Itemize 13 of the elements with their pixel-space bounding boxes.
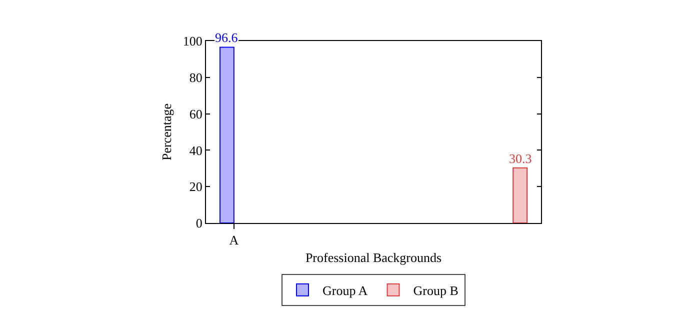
- x-axis-title: Professional Backgrounds: [305, 250, 442, 266]
- legend-label: Group A: [322, 282, 368, 298]
- y-tick-label: 20: [189, 179, 202, 194]
- y-axis-title: Percentage: [158, 103, 174, 161]
- y-tick-label: 100: [182, 34, 202, 49]
- y-tick-label: 40: [189, 142, 202, 158]
- legend-label: Group B: [413, 282, 459, 298]
- data-label: 30.3: [509, 151, 532, 166]
- y-tick-label: 60: [189, 106, 202, 122]
- y-tick-label: 80: [189, 70, 202, 85]
- x-tick-label: A: [229, 232, 240, 248]
- y-tick-label: 0: [196, 216, 202, 231]
- data-label: 96.6: [215, 30, 238, 45]
